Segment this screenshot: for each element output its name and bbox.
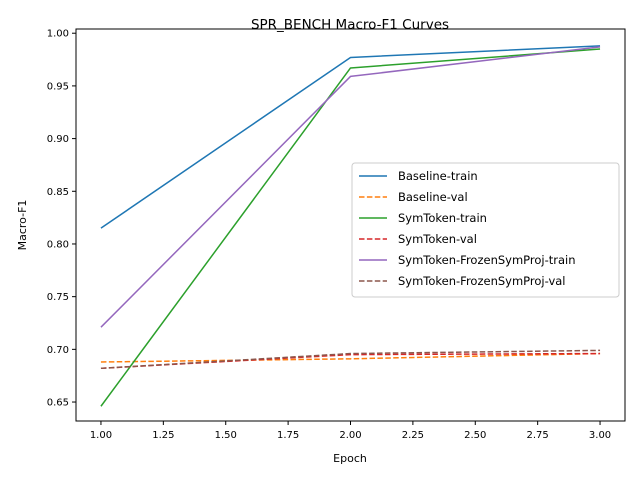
series-line-baseline-val: [100, 352, 601, 363]
y-tick-label: 0.85: [47, 187, 69, 198]
series-layer: [100, 45, 601, 407]
legend-label: SymToken-val: [398, 232, 477, 246]
legend-label: SymToken-FrozenSymProj-train: [398, 253, 576, 267]
legend: Baseline-train Baseline-val SymToken-train…: [351, 162, 620, 298]
x-tick-label: 3.00: [589, 430, 611, 441]
y-tick-label: 0.65: [47, 398, 69, 409]
series-line-symtoken-frozensymproj-val: [100, 349, 601, 370]
chart-title: SPR_BENCH Macro-F1 Curves: [251, 17, 449, 33]
x-tick-label: 1.00: [90, 430, 112, 441]
x-tick-label: 1.50: [215, 430, 237, 441]
y-tick-label: 0.75: [47, 292, 69, 303]
x-tick-label: 2.00: [339, 430, 361, 441]
y-tick-label: 0.70: [47, 345, 69, 356]
legend-label: Baseline-val: [398, 190, 468, 204]
y-tick-label: 0.95: [47, 81, 69, 92]
y-tick-label: 0.90: [47, 134, 69, 145]
x-tick-label: 1.25: [152, 430, 174, 441]
legend-label: SymToken-train: [398, 211, 487, 225]
series-line-symtoken-frozensymproj-train: [100, 46, 601, 328]
x-tick-label: 2.50: [464, 430, 486, 441]
x-axis-label: Epoch: [333, 452, 367, 465]
x-tick-label: 2.25: [402, 430, 424, 441]
legend-label: SymToken-FrozenSymProj-val: [398, 274, 566, 288]
series-line-symtoken-train: [100, 48, 601, 407]
y-axis: 0.65 0.70 0.75 0.80 0.85 0.90 0.95 1.00: [47, 29, 76, 409]
series-line-baseline-train: [100, 45, 601, 229]
legend-box: [351, 162, 620, 298]
y-axis-label: Macro-F1: [16, 200, 29, 251]
y-tick-label: 1.00: [47, 29, 69, 40]
legend-label: Baseline-train: [398, 169, 478, 183]
x-axis: 1.00 1.25 1.50 1.75 2.00 2.25 2.50 2.75 3.00: [90, 421, 611, 441]
x-tick-label: 2.75: [527, 430, 549, 441]
y-tick-label: 0.80: [47, 239, 69, 250]
x-tick-label: 1.75: [277, 430, 299, 441]
